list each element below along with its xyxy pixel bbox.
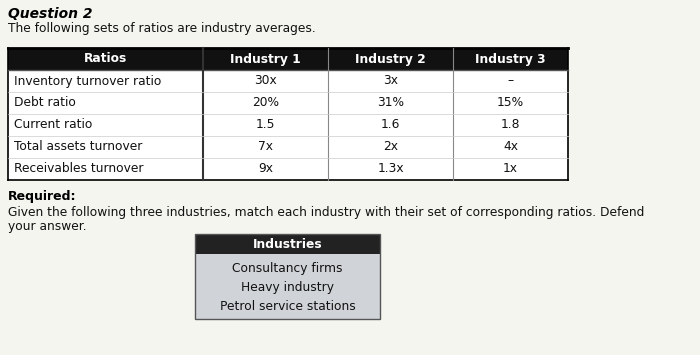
Text: Receivables turnover: Receivables turnover	[14, 163, 144, 175]
Text: –: –	[508, 75, 514, 87]
Text: 30x: 30x	[254, 75, 277, 87]
Text: 20%: 20%	[252, 97, 279, 109]
Bar	[8, 48, 568, 70]
Bar	[8, 70, 568, 92]
Bar	[195, 254, 380, 319]
Bar	[195, 234, 380, 254]
Text: your answer.: your answer.	[8, 220, 87, 233]
Text: Heavy industry: Heavy industry	[241, 281, 334, 294]
Text: Industry 1: Industry 1	[230, 53, 301, 66]
Text: The following sets of ratios are industry averages.: The following sets of ratios are industr…	[8, 22, 316, 35]
Text: Petrol service stations: Petrol service stations	[220, 300, 356, 313]
Text: 1.3x: 1.3x	[377, 163, 404, 175]
Text: Given the following three industries, match each industry with their set of corr: Given the following three industries, ma…	[8, 206, 645, 219]
Text: 1.5: 1.5	[256, 119, 275, 131]
Text: 3x: 3x	[383, 75, 398, 87]
Text: 15%: 15%	[497, 97, 524, 109]
Text: Question 2: Question 2	[8, 7, 92, 21]
Text: Consultancy firms: Consultancy firms	[232, 262, 343, 275]
Text: 1.8: 1.8	[500, 119, 520, 131]
Text: Total assets turnover: Total assets turnover	[14, 141, 142, 153]
Text: Industries: Industries	[253, 237, 322, 251]
Text: Current ratio: Current ratio	[14, 119, 92, 131]
Text: Ratios: Ratios	[84, 53, 127, 66]
Bar	[8, 114, 568, 136]
Text: 31%: 31%	[377, 97, 404, 109]
Text: 1x: 1x	[503, 163, 518, 175]
Bar	[8, 136, 568, 158]
Text: 7x: 7x	[258, 141, 273, 153]
Bar	[195, 234, 380, 319]
Text: Debt ratio: Debt ratio	[14, 97, 76, 109]
Text: 1.6: 1.6	[381, 119, 400, 131]
Text: 2x: 2x	[383, 141, 398, 153]
Text: Industry 2: Industry 2	[355, 53, 426, 66]
Text: 4x: 4x	[503, 141, 518, 153]
Text: Required:: Required:	[8, 190, 76, 203]
Bar	[8, 92, 568, 114]
Text: Inventory turnover ratio: Inventory turnover ratio	[14, 75, 162, 87]
Text: 9x: 9x	[258, 163, 273, 175]
Text: Industry 3: Industry 3	[475, 53, 546, 66]
Bar	[8, 158, 568, 180]
